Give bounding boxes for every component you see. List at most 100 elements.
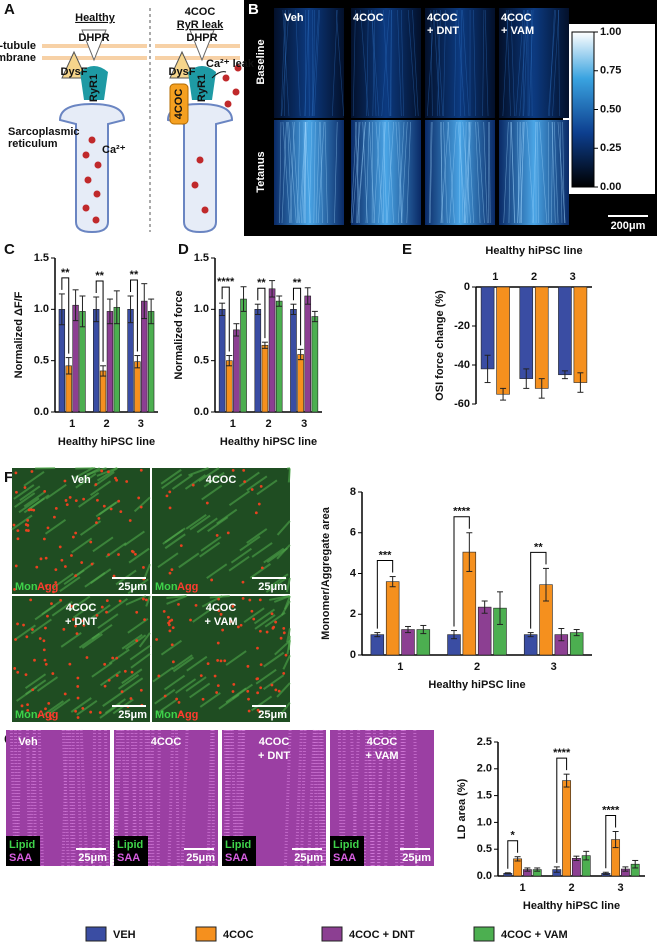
- texture: [117, 553, 120, 556]
- stain-label: Mon: [155, 709, 178, 721]
- texture: [162, 609, 166, 613]
- texture: [236, 625, 240, 629]
- x-tick-label: 2: [103, 418, 109, 430]
- texture: [81, 619, 85, 623]
- texture: [259, 686, 263, 690]
- texture: [23, 497, 45, 514]
- bar: [275, 300, 283, 413]
- texture: [246, 475, 268, 492]
- texture: [46, 526, 50, 530]
- texture: [489, 121, 491, 224]
- texture: [79, 467, 101, 481]
- error-bar: [466, 532, 473, 572]
- texture: [436, 9, 444, 117]
- texture: [356, 121, 366, 224]
- y-tick-label: 1.5: [477, 790, 492, 802]
- tick-label: 0.25: [600, 142, 621, 154]
- panel-label: C: [4, 241, 15, 258]
- texture: [242, 468, 246, 472]
- column-label: 4COC: [367, 736, 398, 748]
- texture: [241, 580, 245, 584]
- column-label: + DNT: [65, 616, 97, 628]
- texture: [19, 485, 41, 502]
- y-tick-label: -20: [454, 320, 470, 332]
- texture: [16, 529, 20, 533]
- texture: [215, 533, 219, 537]
- texture: [74, 624, 77, 628]
- label: DysF: [61, 66, 88, 78]
- texture: [26, 518, 30, 522]
- scale-label: 25μm: [118, 709, 147, 721]
- significance-label: ****: [453, 506, 471, 518]
- texture: [58, 545, 62, 549]
- significance-label: **: [534, 541, 543, 553]
- bar: [233, 329, 240, 413]
- texture: [304, 9, 310, 117]
- significance-label: **: [293, 277, 302, 289]
- x-axis-label: Healthy hiPSC line: [58, 436, 155, 448]
- texture: [13, 587, 16, 591]
- significance-label: *: [511, 830, 516, 842]
- texture: [85, 656, 89, 659]
- error-bar: [538, 378, 545, 399]
- bar: [106, 311, 114, 413]
- panel-label: E: [402, 241, 412, 258]
- texture: [206, 563, 228, 579]
- texture: [54, 568, 58, 572]
- texture: [199, 541, 221, 558]
- texture: [313, 121, 316, 224]
- bar: [254, 309, 262, 413]
- texture: [162, 529, 184, 545]
- texture: [121, 633, 143, 650]
- texture: [76, 699, 98, 716]
- error-bar: [563, 773, 570, 788]
- x-tick-label: 2: [265, 418, 271, 430]
- texture: [228, 490, 251, 507]
- texture: [95, 613, 99, 617]
- texture: [256, 708, 260, 712]
- texture: [168, 629, 172, 633]
- texture: [51, 600, 73, 617]
- tick-label: 0.75: [600, 65, 621, 77]
- texture: [155, 699, 177, 715]
- label: DysF: [169, 66, 196, 78]
- x-tick-label: 1: [69, 418, 75, 430]
- x-tick-label: 1: [230, 418, 236, 430]
- texture: [553, 121, 559, 224]
- texture: [16, 622, 19, 626]
- significance-bracket: [130, 279, 138, 352]
- texture: [100, 605, 104, 609]
- texture: [282, 631, 286, 635]
- texture: [122, 677, 144, 694]
- texture: [76, 676, 80, 680]
- texture: [112, 574, 116, 578]
- texture: [23, 486, 27, 489]
- texture: [255, 668, 277, 685]
- texture: [177, 701, 181, 704]
- texture: [228, 555, 250, 572]
- texture: [25, 528, 28, 532]
- y-axis-label: Normalized ΔF/F: [13, 291, 25, 378]
- texture: [44, 707, 47, 711]
- texture: [253, 608, 276, 625]
- texture: [282, 626, 286, 630]
- texture: [217, 609, 221, 613]
- texture: [123, 669, 127, 673]
- bar: [519, 286, 534, 379]
- texture: [464, 121, 471, 224]
- texture: [510, 121, 515, 224]
- texture: [130, 652, 151, 669]
- texture: [121, 668, 143, 685]
- texture: [171, 474, 194, 490]
- texture: [231, 690, 235, 693]
- texture: [30, 618, 52, 635]
- texture: [539, 121, 548, 224]
- scale-label: 25μm: [78, 852, 107, 864]
- texture: [276, 682, 291, 698]
- label: DHPR: [186, 32, 217, 44]
- texture: [54, 506, 58, 510]
- texture: [185, 676, 207, 692]
- texture: [139, 505, 143, 509]
- texture: [143, 563, 151, 579]
